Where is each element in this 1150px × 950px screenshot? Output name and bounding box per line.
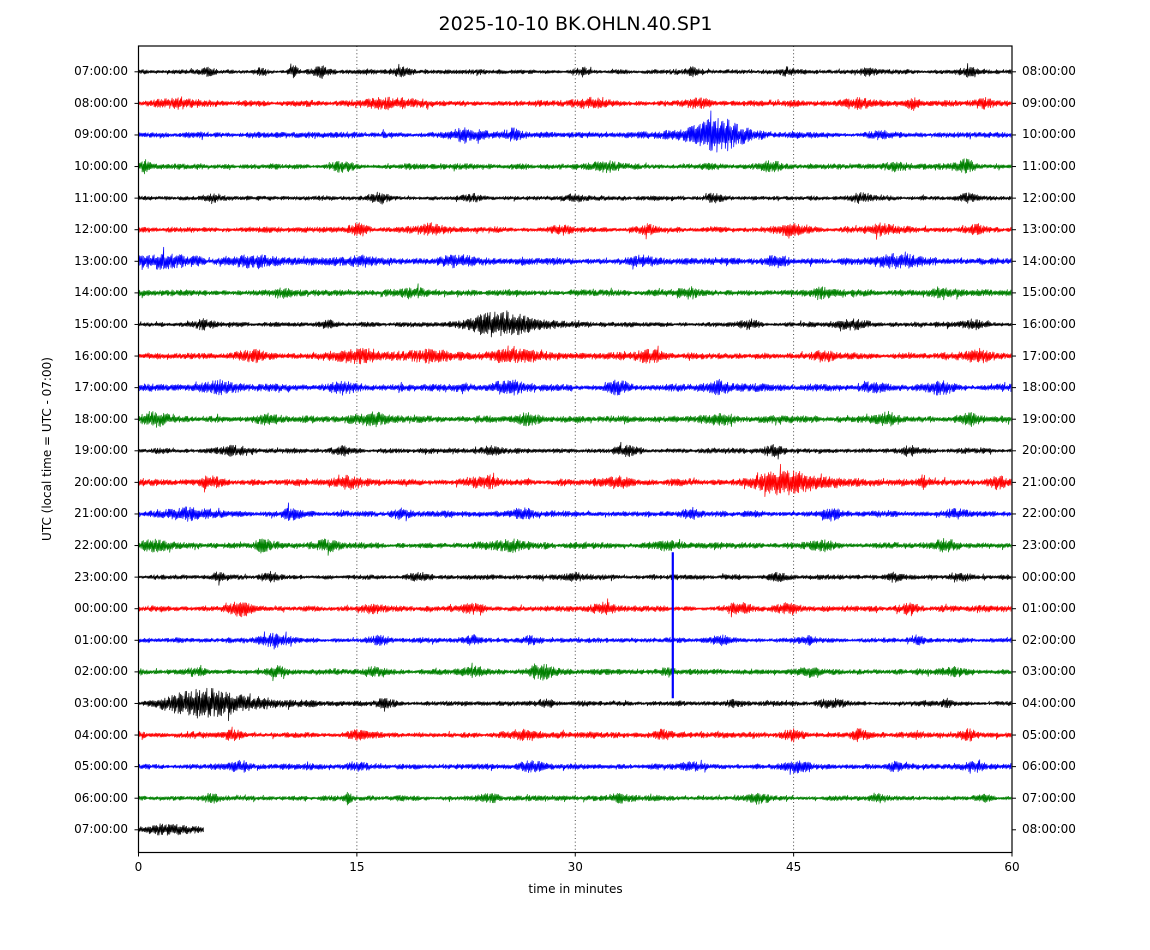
utc-time-label: 23:00:00 xyxy=(74,569,128,584)
local-time-label: 18:00:00 xyxy=(1022,380,1076,395)
local-time-label: 14:00:00 xyxy=(1022,253,1076,268)
x-axis-title: time in minutes xyxy=(528,882,623,896)
utc-time-label: 16:00:00 xyxy=(74,348,128,363)
trace-row-12:00:00 xyxy=(138,222,1012,240)
trace-row-00:00:00 xyxy=(138,598,1012,618)
trace-row-17:00:00 xyxy=(138,378,1012,396)
local-time-label: 13:00:00 xyxy=(1022,222,1076,237)
plot-frame xyxy=(137,45,1013,854)
trace-row-15:00:00 xyxy=(138,310,1012,338)
trace-row-03:00:00 xyxy=(138,687,1012,722)
utc-time-label: 17:00:00 xyxy=(74,380,128,395)
utc-time-label: 14:00:00 xyxy=(74,285,128,300)
utc-time-label: 11:00:00 xyxy=(74,190,128,205)
local-time-label: 08:00:00 xyxy=(1022,64,1076,79)
local-time-label: 03:00:00 xyxy=(1022,664,1076,679)
local-time-label: 09:00:00 xyxy=(1022,95,1076,110)
utc-time-label: 08:00:00 xyxy=(74,95,128,110)
trace-row-02:00:00 xyxy=(138,662,1012,682)
x-tick-label: 15 xyxy=(349,860,365,874)
trace-row-16:00:00 xyxy=(138,345,1012,365)
trace-row-07:00:00 xyxy=(138,823,204,836)
utc-time-label: 04:00:00 xyxy=(74,727,128,742)
local-time-label: 20:00:00 xyxy=(1022,443,1076,458)
trace-row-23:00:00 xyxy=(138,570,1012,586)
utc-time-label: 00:00:00 xyxy=(74,601,128,616)
local-time-label: 01:00:00 xyxy=(1022,601,1076,616)
trace-row-06:00:00 xyxy=(138,791,1012,806)
utc-time-label: 07:00:00 xyxy=(74,64,128,79)
trace-row-18:00:00 xyxy=(138,410,1012,428)
trace-row-13:00:00 xyxy=(138,246,1012,270)
utc-time-label: 22:00:00 xyxy=(74,538,128,553)
utc-time-label: 20:00:00 xyxy=(74,474,128,489)
x-tick-label: 45 xyxy=(785,860,802,874)
utc-time-label: 15:00:00 xyxy=(74,316,128,331)
local-time-label: 07:00:00 xyxy=(1022,790,1076,805)
trace-row-07:00:00 xyxy=(138,63,1012,79)
utc-time-label: 18:00:00 xyxy=(74,411,128,426)
trace-row-22:00:00 xyxy=(138,538,1012,556)
local-time-label: 05:00:00 xyxy=(1022,727,1076,742)
trace-row-11:00:00 xyxy=(138,191,1012,205)
local-time-label: 15:00:00 xyxy=(1022,285,1076,300)
utc-time-label: 07:00:00 xyxy=(74,822,128,837)
utc-time-label: 10:00:00 xyxy=(74,159,128,174)
trace-row-08:00:00 xyxy=(138,96,1012,111)
trace-row-05:00:00 xyxy=(138,759,1012,775)
trace-row-19:00:00 xyxy=(138,441,1012,460)
local-time-label: 11:00:00 xyxy=(1022,159,1076,174)
utc-time-label: 19:00:00 xyxy=(74,443,128,458)
trace-row-20:00:00 xyxy=(138,463,1012,497)
trace-row-10:00:00 xyxy=(138,158,1012,175)
local-time-label: 17:00:00 xyxy=(1022,348,1076,363)
local-time-label: 02:00:00 xyxy=(1022,632,1076,647)
page-title: 2025-10-10 BK.OHLN.40.SP1 xyxy=(438,13,713,35)
local-time-label: 10:00:00 xyxy=(1022,127,1076,142)
x-tick-label: 60 xyxy=(1004,860,1020,874)
local-time-label: 16:00:00 xyxy=(1022,316,1076,331)
local-time-label: 19:00:00 xyxy=(1022,411,1076,426)
local-time-label: 22:00:00 xyxy=(1022,506,1076,521)
local-time-label: 21:00:00 xyxy=(1022,474,1076,489)
utc-time-label: 12:00:00 xyxy=(74,222,128,237)
trace-row-04:00:00 xyxy=(138,726,1012,743)
trace-row-09:00:00 xyxy=(138,110,1012,153)
utc-time-label: 01:00:00 xyxy=(74,632,128,647)
local-time-label: 23:00:00 xyxy=(1022,538,1076,553)
utc-time-label: 03:00:00 xyxy=(74,695,128,710)
local-time-label: 04:00:00 xyxy=(1022,695,1076,710)
local-time-label: 06:00:00 xyxy=(1022,759,1076,774)
utc-time-label: 21:00:00 xyxy=(74,506,128,521)
utc-time-label: 05:00:00 xyxy=(74,759,128,774)
local-time-label: 12:00:00 xyxy=(1022,190,1076,205)
utc-time-label: 13:00:00 xyxy=(74,253,128,268)
trace-row-14:00:00 xyxy=(138,283,1012,301)
utc-time-label: 02:00:00 xyxy=(74,664,128,679)
x-tick-label: 0 xyxy=(134,860,143,874)
local-time-label: 00:00:00 xyxy=(1022,569,1076,584)
utc-time-label: 09:00:00 xyxy=(74,127,128,142)
trace-row-21:00:00 xyxy=(138,502,1012,522)
utc-time-label: 06:00:00 xyxy=(74,790,128,805)
trace-row-01:00:00 xyxy=(138,631,1012,650)
local-time-label: 08:00:00 xyxy=(1022,822,1076,837)
x-tick-label: 30 xyxy=(567,860,583,874)
